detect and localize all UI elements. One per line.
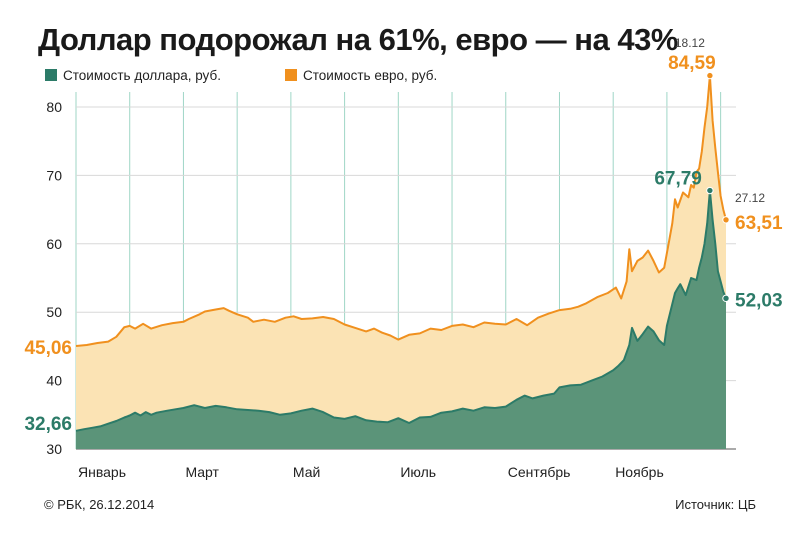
x-axis-ticks: Январь Март Май Июль Сентябрь Ноябрь: [78, 464, 664, 480]
source-note: Источник: ЦБ: [675, 497, 756, 512]
x-tick-label: Март: [185, 464, 219, 480]
x-tick-label: Май: [293, 464, 320, 480]
usd-start-label: 32,66: [24, 414, 72, 435]
x-tick-label: Сентябрь: [508, 464, 571, 480]
y-tick-label: 30: [46, 441, 62, 457]
line-eur: [75, 74, 727, 347]
usd-peak-label: 67,79: [654, 169, 702, 190]
legend-label-usd: Стоимость доллара, руб.: [63, 68, 221, 83]
usd-peak-marker: [706, 186, 714, 195]
area-eur: [76, 75, 726, 449]
series-areas: [76, 75, 726, 449]
x-tick-label: Ноябрь: [615, 464, 664, 480]
chart-title: Доллар подорожал на 61%, евро — на 43%: [38, 22, 678, 57]
eur-end-marker: [722, 216, 730, 224]
eur-start-label: 45,06: [24, 338, 72, 359]
eur-peak-label: 84,59: [668, 53, 716, 74]
legend-swatch-usd: [45, 69, 57, 81]
x-tick-label: Июль: [400, 464, 436, 480]
end-date-label: 27.12: [735, 191, 765, 205]
legend-label-eur: Стоимость евро, руб.: [303, 68, 438, 83]
legend-item-eur: Стоимость евро, руб.: [285, 68, 437, 83]
line-usd: [75, 189, 727, 432]
y-tick-label: 80: [46, 99, 62, 115]
legend-item-usd: Стоимость доллара, руб.: [45, 68, 221, 83]
peak-date-label: 18.12: [675, 36, 705, 50]
eur-peak-marker: [706, 71, 714, 80]
usd-end-marker: [722, 294, 730, 303]
legend-swatch-eur: [285, 69, 297, 81]
y-tick-label: 40: [46, 373, 62, 389]
y-axis-ticks: 30 40 50 60 70 80: [46, 99, 62, 457]
series-lines: [75, 74, 727, 432]
x-tick-label: Январь: [78, 464, 126, 480]
usd-end-label: 52,03: [735, 290, 783, 311]
y-tick-label: 50: [46, 304, 62, 320]
area-usd: [76, 190, 726, 449]
copyright-note: © РБК, 26.12.2014: [44, 497, 155, 512]
y-tick-label: 70: [46, 167, 62, 183]
annotations: 45,06 32,66 18.12 84,59 67,79 27.12 63,51 52,03: [24, 36, 783, 435]
y-tick-label: 60: [46, 236, 62, 252]
eur-end-label: 63,51: [735, 213, 783, 234]
